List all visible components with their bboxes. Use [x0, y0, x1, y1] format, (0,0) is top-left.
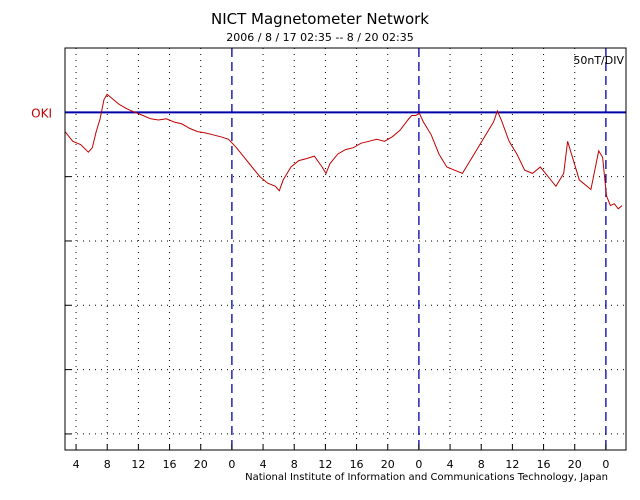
series-layer [64, 93, 623, 210]
station-label: OKI [31, 106, 52, 120]
x-tick-label: 20 [194, 458, 208, 471]
chart-title: NICT Magnetometer Network [210, 10, 429, 28]
x-tick-label: 0 [228, 458, 235, 471]
x-tick-label: 20 [568, 458, 582, 471]
x-tick-label: 12 [318, 458, 332, 471]
x-tick-label: 0 [415, 458, 422, 471]
x-tick-label: 16 [350, 458, 364, 471]
x-tick-label: 12 [505, 458, 519, 471]
x-tick-label: 16 [163, 458, 177, 471]
x-tick-label: 8 [104, 458, 111, 471]
plot-frame [64, 47, 627, 451]
x-tick-label: 12 [131, 458, 145, 471]
series-line-oki [64, 93, 623, 210]
chart-subtitle: 2006 / 8 / 17 02:35 -- 8 / 20 02:35 [226, 31, 414, 44]
grid-layer [65, 48, 626, 450]
x-tick-label: 4 [447, 458, 454, 471]
x-tick-label: 8 [291, 458, 298, 471]
x-tick-label: 16 [537, 458, 551, 471]
scale-label: 50nT/DIV [573, 54, 624, 67]
x-tick-label: 20 [381, 458, 395, 471]
x-tick-label: 0 [602, 458, 609, 471]
x-tick-label: 8 [478, 458, 485, 471]
midnight-lines [231, 48, 607, 450]
x-tick-label: 4 [73, 458, 80, 471]
credit-text: National Institute of Information and Co… [245, 472, 608, 483]
x-axis: 4 8 12 16 20 0 4 8 12 16 20 0 4 8 12 16 20 0 [73, 444, 609, 471]
x-tick-label: 4 [260, 458, 267, 471]
